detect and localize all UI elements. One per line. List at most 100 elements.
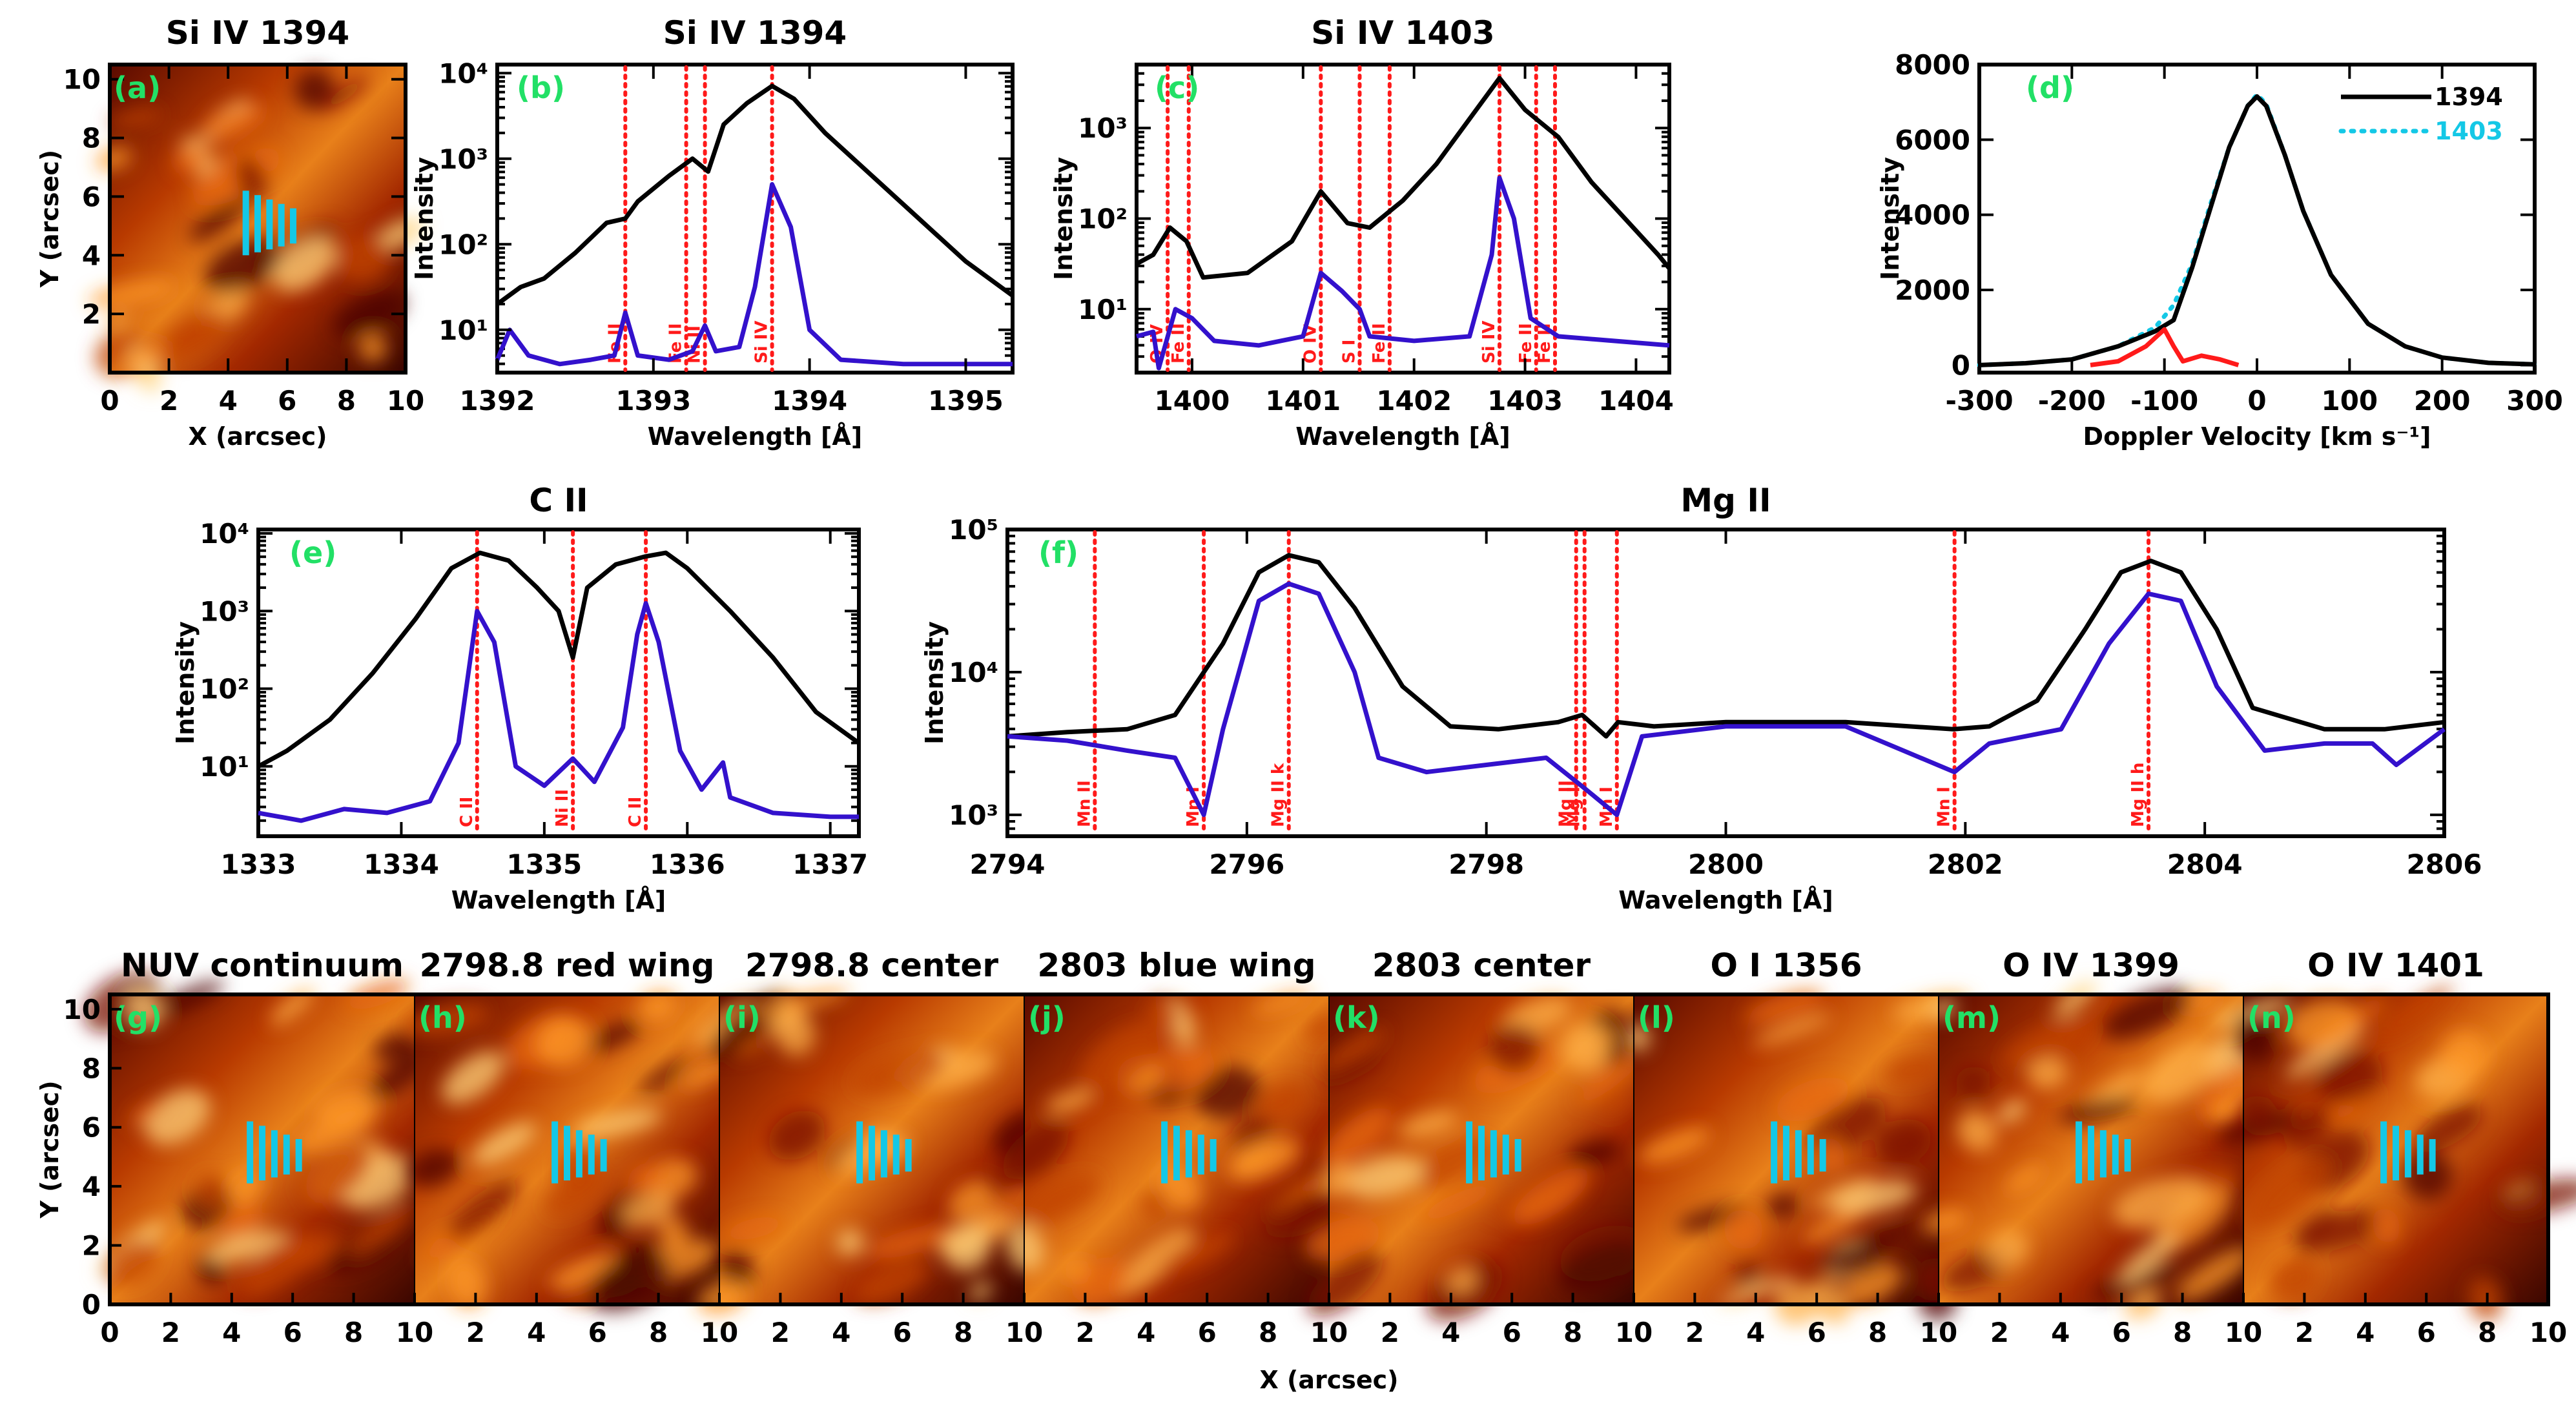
bottom-row-xtick-label: 6 (2417, 1317, 2436, 1348)
panel-c-line-label: S I (1339, 340, 1359, 364)
panel-i-feature (773, 1007, 816, 1056)
panel-j-letter: (j) (1028, 1000, 1066, 1035)
panel-f-line-label: Mg II h (2128, 763, 2148, 827)
panel-n-feature (2247, 1157, 2331, 1227)
bottom-row-xtick-label: 2 (2295, 1317, 2314, 1348)
panel-j-slit-mark (1173, 1126, 1180, 1180)
panel-m-slit-mark (2124, 1139, 2131, 1172)
bottom-row-xtick-label: 2 (161, 1317, 180, 1348)
panel-k-feature (1488, 1023, 1541, 1073)
panel-n-feature (2269, 1257, 2319, 1300)
panel-k-feature (1344, 1155, 1425, 1198)
panel-b-ytick-label: 10¹ (438, 314, 488, 346)
panel-c-ytick-label: 10³ (1078, 112, 1128, 144)
panel-k-slit-positions (1466, 1121, 1521, 1184)
panel-i-feature (852, 1050, 946, 1095)
panel-c-line-label: Fe II (1516, 323, 1536, 364)
panel-n-slit-positions (2380, 1121, 2436, 1184)
panel-m-feature (1930, 998, 1957, 1018)
bottom-row-xtick-label: 4 (2051, 1317, 2070, 1348)
bottom-row-ytick-label: 10 (63, 994, 101, 1025)
panel-n-slit-mark (2416, 1135, 2424, 1175)
bottom-row-xtick-label: 8 (1563, 1317, 1582, 1348)
panel-n-title: O IV 1401 (2307, 947, 2484, 984)
panel-c-xtick-label: 1400 (1154, 385, 1230, 417)
panel-m-slit-mark (2099, 1130, 2107, 1178)
panel-h-slit-mark (551, 1121, 559, 1184)
bottom-row-ytick-label: 8 (82, 1053, 101, 1084)
panel-a-feature (358, 333, 387, 362)
panel-i-slit-mark (869, 1126, 875, 1180)
panel-c-letter: (c) (1155, 70, 1199, 105)
panel-n-feature (2372, 1208, 2400, 1244)
panel-l-image (1625, 991, 1972, 1325)
panel-g-texture (83, 971, 431, 1296)
panel-k-slit-mark (1466, 1121, 1473, 1184)
panel-m-feature (2112, 1177, 2208, 1229)
panel-n-slit-mark (2404, 1130, 2411, 1178)
panel-f-xtick-label: 2794 (970, 848, 1046, 880)
panel-n-feature (2284, 999, 2360, 1049)
panel-m-feature (1955, 1066, 1991, 1100)
panel-l-feature (1831, 1180, 1917, 1214)
bottom-row-xtick-label: 8 (2478, 1317, 2497, 1348)
panel-a-xtick-label: 0 (100, 385, 119, 417)
panel-k-slit-mark (1490, 1130, 1497, 1178)
panel-k-feature (1561, 1023, 1610, 1073)
bottom-row-xtick-label: 0 (100, 1317, 119, 1348)
panel-c-blue-series (1136, 175, 1670, 371)
panel-h-title: 2798.8 red wing (420, 947, 715, 984)
bottom-row-xtick-label: 4 (832, 1317, 850, 1348)
panel-a-ytick-label: 10 (63, 64, 101, 96)
panel-a-ytick-label: 6 (82, 181, 101, 212)
panel-a-xtick-label: 4 (219, 385, 238, 417)
bottom-row-xtick-label: 4 (1746, 1317, 1765, 1348)
panel-n-feature (2239, 1095, 2279, 1136)
panel-g-feature (205, 1231, 289, 1262)
panel-f-ylabel: Intensity (920, 621, 949, 745)
panel-f-xtick-label: 2802 (1928, 848, 2003, 880)
panel-e-xtick-label: 1335 (506, 848, 582, 880)
bottom-row-xtick-label: 4 (222, 1317, 241, 1348)
panel-g-feature (374, 1032, 424, 1062)
panel-g-letter: (g) (114, 1000, 162, 1035)
panel-a-feature (114, 340, 174, 376)
panel-b-xtick-label: 1395 (928, 385, 1004, 417)
panel-g-title: NUV continuum (121, 947, 404, 984)
panel-m-title: O IV 1399 (2003, 947, 2179, 984)
panel-k-feature (1324, 1052, 1381, 1084)
panel-g-feature (105, 1239, 160, 1286)
panel-l-feature (1625, 1023, 1651, 1052)
panel-d-xtick-label: -200 (2038, 385, 2106, 417)
panel-a-letter: (a) (114, 70, 161, 105)
panel-g-feature (270, 988, 314, 1025)
panel-i-slit-positions (856, 1121, 912, 1184)
panel-i-slit-mark (856, 1121, 863, 1184)
panel-l-feature (1885, 1056, 1941, 1083)
panel-f-ytick-label: 10³ (949, 799, 998, 831)
panel-g-slit-mark (247, 1121, 254, 1184)
panel-k-letter: (k) (1333, 1000, 1380, 1035)
panel-a-feature (272, 236, 336, 292)
panel-h-letter: (h) (418, 1000, 467, 1035)
panel-k-feature (1307, 1250, 1383, 1317)
panel-h-feature (628, 1163, 664, 1195)
panel-j-feature (1024, 1175, 1100, 1222)
panel-f-ytick-label: 10⁴ (949, 657, 998, 688)
bottom-row-ytick-label: 0 (82, 1289, 101, 1321)
panel-j-slit-mark (1185, 1130, 1192, 1178)
bottom-row-xtick-label: 10 (1920, 1317, 1957, 1348)
bottom-row-xtick-label: 8 (649, 1317, 668, 1348)
panel-d-ytick-label: 0 (1952, 349, 1970, 381)
panel-g-feature (125, 989, 163, 1029)
panel-j-feature (1046, 1090, 1095, 1113)
bottom-row-xtick-label: 2 (1381, 1317, 1399, 1348)
panel-n-feature (2316, 1051, 2383, 1104)
panel-b-xtick-label: 1394 (772, 385, 847, 417)
bottom-row-xtick-label: 8 (1259, 1317, 1277, 1348)
panel-l-feature (1724, 1209, 1763, 1250)
panel-a-feature (202, 105, 266, 139)
bottom-row-xtick-label: 10 (1310, 1317, 1348, 1348)
panel-j-feature (1142, 1192, 1169, 1217)
panel-f-xtick-label: 2806 (2407, 848, 2482, 880)
